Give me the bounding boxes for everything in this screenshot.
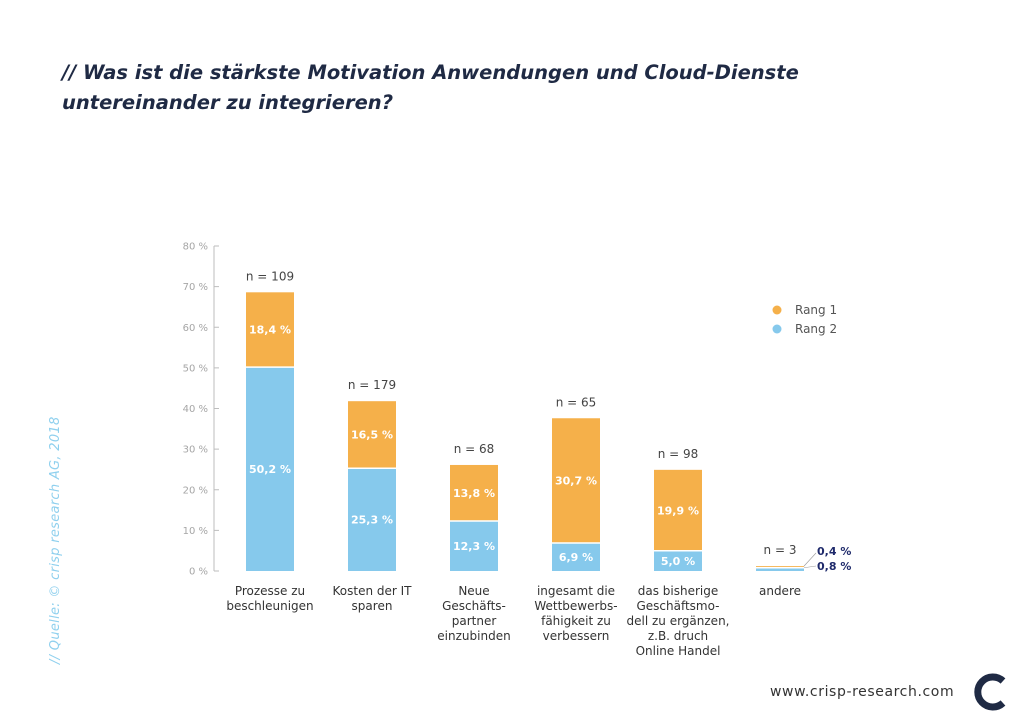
- value-label-rang1: 0,4 %: [817, 545, 851, 558]
- bar-rang2: [756, 567, 804, 571]
- category-label: Geschäfts-: [442, 599, 506, 613]
- legend-marker: [772, 324, 782, 334]
- category-label: ingesamt die: [537, 584, 615, 598]
- bar-rang2: [246, 367, 294, 571]
- footer-url[interactable]: www.crisp-research.com: [770, 684, 955, 700]
- bar-rang1: [348, 401, 396, 469]
- value-label-rang2: 6,9 %: [559, 551, 593, 564]
- legend-label: Rang 2: [795, 322, 837, 336]
- category-label: Geschäftsmo-: [636, 599, 719, 613]
- y-tick-label: 10 %: [183, 526, 208, 537]
- y-tick-label: 0 %: [189, 567, 208, 578]
- n-label: n = 179: [348, 378, 396, 392]
- leader-line-rang1: [803, 552, 817, 567]
- value-label-rang2: 50,2 %: [249, 463, 291, 476]
- y-tick-label: 30 %: [183, 445, 208, 456]
- category-label: Prozesse zu: [235, 584, 305, 598]
- n-label: n = 68: [454, 442, 495, 456]
- value-label-rang2: 25,3 %: [351, 514, 393, 527]
- legend-marker: [772, 305, 782, 315]
- bar-rang1: [246, 292, 294, 368]
- value-label-rang1: 18,4 %: [249, 324, 291, 337]
- bar-rang1: [450, 464, 498, 522]
- bar-rang2: [552, 542, 600, 571]
- category-label: einzubinden: [437, 629, 510, 643]
- value-label-rang1: 13,8 %: [453, 487, 495, 500]
- category-label: sparen: [352, 599, 393, 613]
- category-label: verbessern: [543, 629, 610, 643]
- category-label: Neue: [458, 584, 489, 598]
- category-label: das bisherige: [638, 584, 719, 598]
- legend-label: Rang 1: [795, 303, 837, 317]
- bar-rang2: [654, 550, 702, 571]
- value-label-rang2: 0,8 %: [817, 560, 851, 573]
- category-label: Online Handel: [636, 644, 721, 658]
- category-label: Wettbewerbs-: [534, 599, 617, 613]
- y-tick-label: 60 %: [183, 323, 208, 334]
- leader-line-rang2: [803, 565, 817, 569]
- category-label: Kosten der IT: [333, 584, 413, 598]
- value-label-rang2: 5,0 %: [661, 555, 695, 568]
- category-label: partner: [452, 614, 497, 628]
- category-label: z.B. druch: [648, 629, 708, 643]
- value-label-rang1: 16,5 %: [351, 429, 393, 442]
- value-label-rang1: 19,9 %: [657, 504, 699, 517]
- bar-rang2: [450, 521, 498, 571]
- value-label-rang2: 12,3 %: [453, 540, 495, 553]
- bar-rang2: [348, 468, 396, 571]
- value-label-rang1: 30,7 %: [555, 475, 597, 488]
- chart-title: // Was ist die stärkste Motivation Anwen…: [62, 61, 799, 114]
- n-label: n = 3: [764, 543, 797, 557]
- y-tick-label: 50 %: [183, 363, 208, 374]
- source-note: // Quelle: © crisp research AG, 2018: [48, 416, 63, 664]
- category-label: dell zu ergänzen,: [627, 614, 730, 628]
- y-tick-label: 70 %: [183, 282, 208, 293]
- bar-rang1: [756, 566, 804, 568]
- category-label: beschleunigen: [226, 599, 313, 613]
- n-label: n = 109: [246, 269, 294, 283]
- bar-rang1: [552, 418, 600, 543]
- category-label: andere: [759, 584, 801, 598]
- crisp-c-logo-icon: [974, 673, 1006, 711]
- bar-rang1: [654, 469, 702, 551]
- n-label: n = 65: [556, 395, 597, 409]
- y-tick-label: 80 %: [183, 242, 208, 253]
- y-tick-label: 20 %: [183, 485, 208, 496]
- n-label: n = 98: [658, 447, 699, 461]
- y-tick-label: 40 %: [183, 404, 208, 415]
- category-label: fähigkeit zu: [541, 614, 611, 628]
